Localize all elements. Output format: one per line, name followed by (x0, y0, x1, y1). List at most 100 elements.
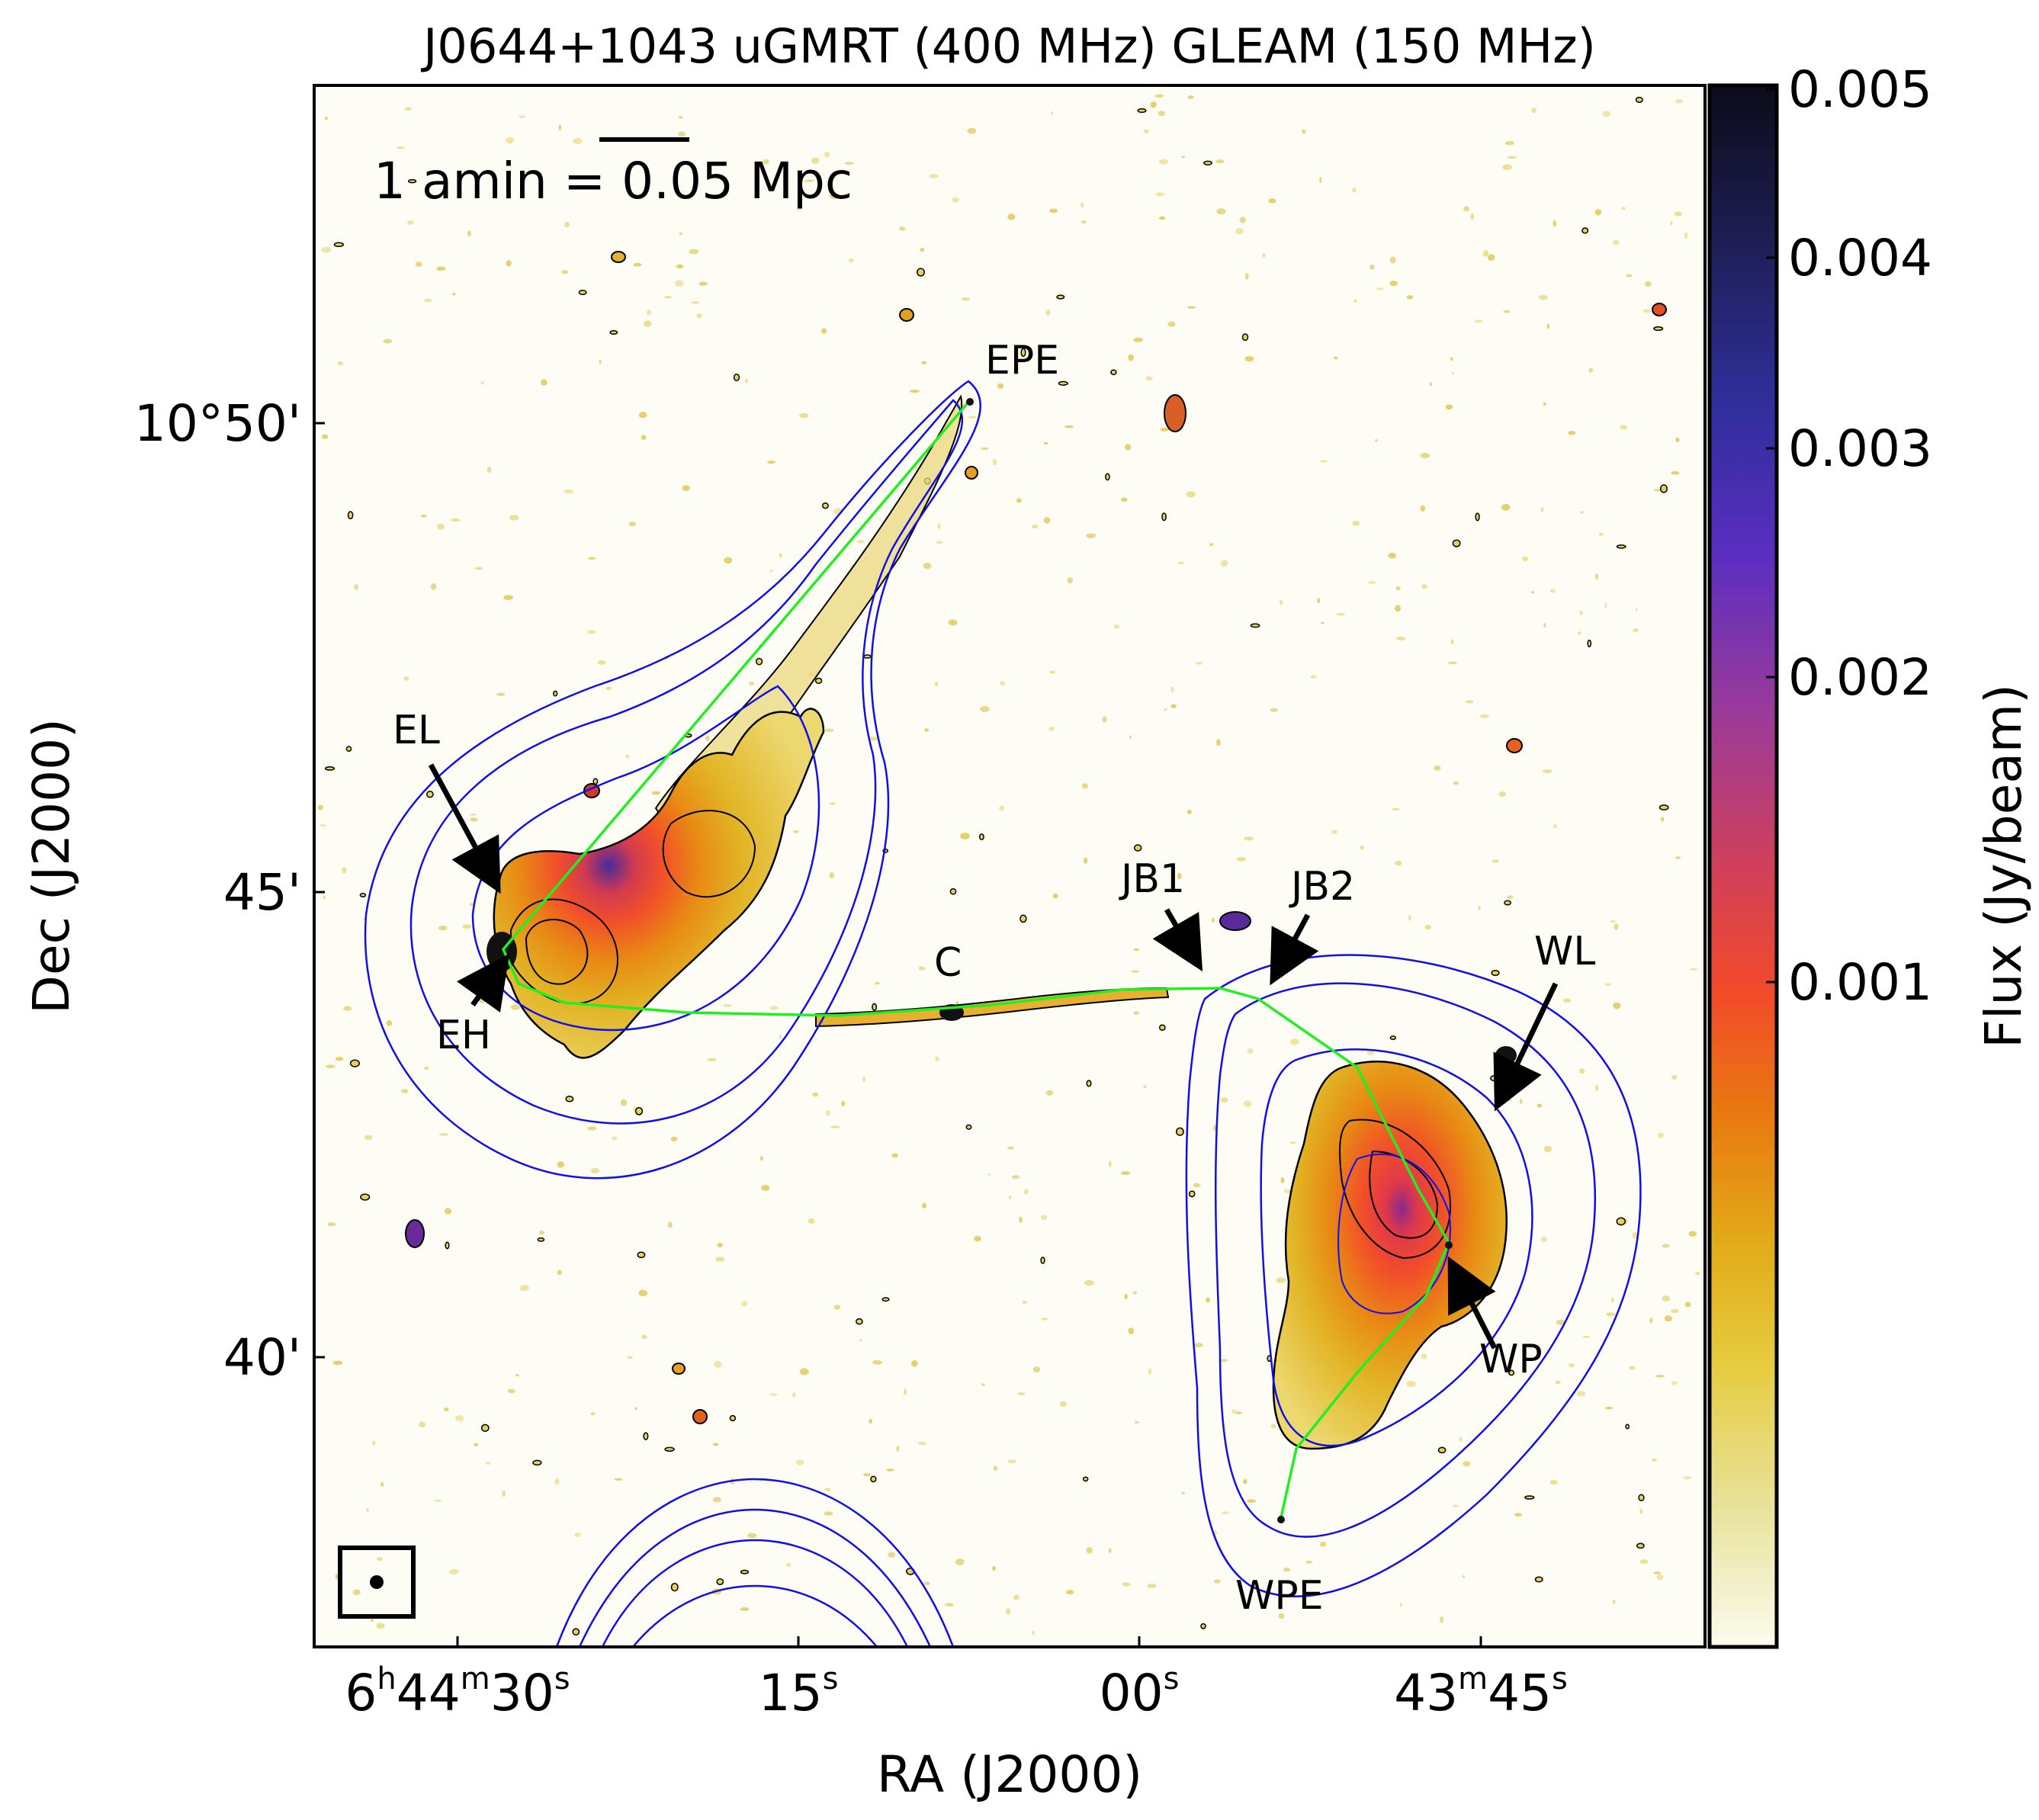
noise-speck (587, 1126, 597, 1131)
noise-speck (1244, 273, 1249, 280)
noise-speck (1598, 532, 1604, 536)
noise-speck (824, 152, 830, 158)
noise-speck (799, 412, 809, 419)
noise-speck (1239, 217, 1247, 223)
noise-speck (1488, 254, 1495, 262)
noise-speck (745, 378, 748, 384)
noise-speck (574, 1533, 581, 1537)
noise-speck (1216, 208, 1226, 215)
wp-marker (1445, 1241, 1453, 1249)
noise-speck (1568, 431, 1576, 435)
noise-speck (407, 220, 414, 225)
west-lobe-emission (1272, 1061, 1508, 1450)
noise-speck (1128, 1327, 1135, 1334)
noise-speck (761, 1185, 770, 1191)
noise-speck (1579, 1068, 1585, 1074)
noise-speck (1270, 1424, 1276, 1429)
noise-contour-speck (407, 178, 417, 184)
noise-speck (1276, 1277, 1286, 1283)
noise-speck (1507, 156, 1517, 159)
noise-speck (518, 115, 526, 118)
noise-speck (929, 174, 939, 178)
noise-speck (507, 1388, 516, 1394)
noise-speck (1614, 923, 1619, 930)
noise-speck (403, 676, 409, 681)
noise-speck (923, 1581, 930, 1585)
noise-speck (590, 1411, 596, 1416)
noise-speck (1268, 198, 1276, 204)
noise-speck (999, 805, 1004, 811)
noise-speck (713, 1443, 719, 1446)
noise-speck (1084, 857, 1088, 864)
noise-speck (1470, 213, 1475, 220)
noise-speck (452, 292, 456, 296)
noise-contour-speck (1133, 844, 1142, 852)
noise-speck (715, 1257, 725, 1262)
noise-speck (638, 1289, 647, 1297)
noise-contour-speck (716, 1578, 724, 1586)
noise-speck (670, 1136, 678, 1142)
noise-speck (1231, 1409, 1238, 1414)
x-tick-label-3: 43m45s (1394, 1661, 1568, 1722)
noise-speck (808, 1218, 815, 1224)
noise-speck (1108, 1160, 1112, 1168)
noise-speck (614, 1478, 623, 1481)
noise-speck (1695, 1272, 1700, 1276)
noise-speck (1376, 287, 1384, 290)
noise-speck (496, 692, 506, 696)
label-wp: WP (1479, 1337, 1543, 1382)
x-tick-marks (456, 1636, 1482, 1647)
noise-speck (1429, 382, 1433, 386)
noise-speck (1302, 129, 1306, 134)
noise-speck (967, 127, 977, 134)
noise-speck (321, 434, 329, 439)
noise-speck (934, 682, 939, 686)
noise-speck (1317, 598, 1321, 604)
noise-speck (1124, 1293, 1128, 1300)
noise-speckles (317, 94, 1700, 1636)
noise-speck (1613, 1002, 1621, 1010)
noise-speck (678, 116, 683, 119)
wl-arrow (1493, 982, 1559, 1112)
noise-speck (1569, 1363, 1575, 1368)
noise-speck (1463, 1574, 1465, 1578)
noise-speck (824, 728, 834, 733)
noise-speck (397, 192, 400, 195)
noise-speck (1310, 675, 1317, 679)
noise-speck (1032, 525, 1039, 529)
noise-speck (1395, 586, 1401, 591)
noise-speck (1370, 264, 1375, 270)
noise-speck (1604, 1406, 1614, 1410)
noise-speck (936, 541, 943, 544)
y-tick-label-2: 40' (223, 1328, 301, 1387)
noise-speck (1023, 1189, 1029, 1195)
noise-speck (541, 379, 547, 386)
noise-speck (1662, 1295, 1671, 1302)
noise-speck (1645, 281, 1652, 287)
noise-contour-speck (578, 289, 587, 296)
noise-speck (1633, 628, 1639, 633)
noise-speck (1421, 584, 1427, 589)
noise-contour-speck (1161, 512, 1167, 522)
noise-speck (862, 1076, 865, 1083)
noise-speck (605, 686, 612, 691)
noise-speck (712, 1497, 722, 1503)
noise-speck (1187, 95, 1194, 99)
noise-speck (1629, 1366, 1636, 1370)
noise-speck (1064, 425, 1074, 429)
noise-speck (1143, 1085, 1147, 1089)
noise-speck (911, 1360, 918, 1367)
x-axis: 6h44m30s 15s 00s 43m45s RA (J2000) (345, 1636, 1568, 1804)
noise-speck (1543, 402, 1546, 406)
noise-contour-speck (863, 654, 872, 659)
x-axis-label: RA (J2000) (877, 1745, 1142, 1804)
noise-contour-speck (1653, 326, 1664, 332)
noise-speck (1594, 209, 1602, 216)
noise-speck (1610, 1297, 1614, 1303)
noise-speck (1522, 556, 1529, 562)
noise-speck (590, 1167, 600, 1173)
noise-speck (558, 124, 561, 130)
noise-speck (759, 1156, 763, 1161)
noise-speck (1086, 533, 1096, 538)
gleam-south-contour-3 (601, 1539, 909, 1647)
